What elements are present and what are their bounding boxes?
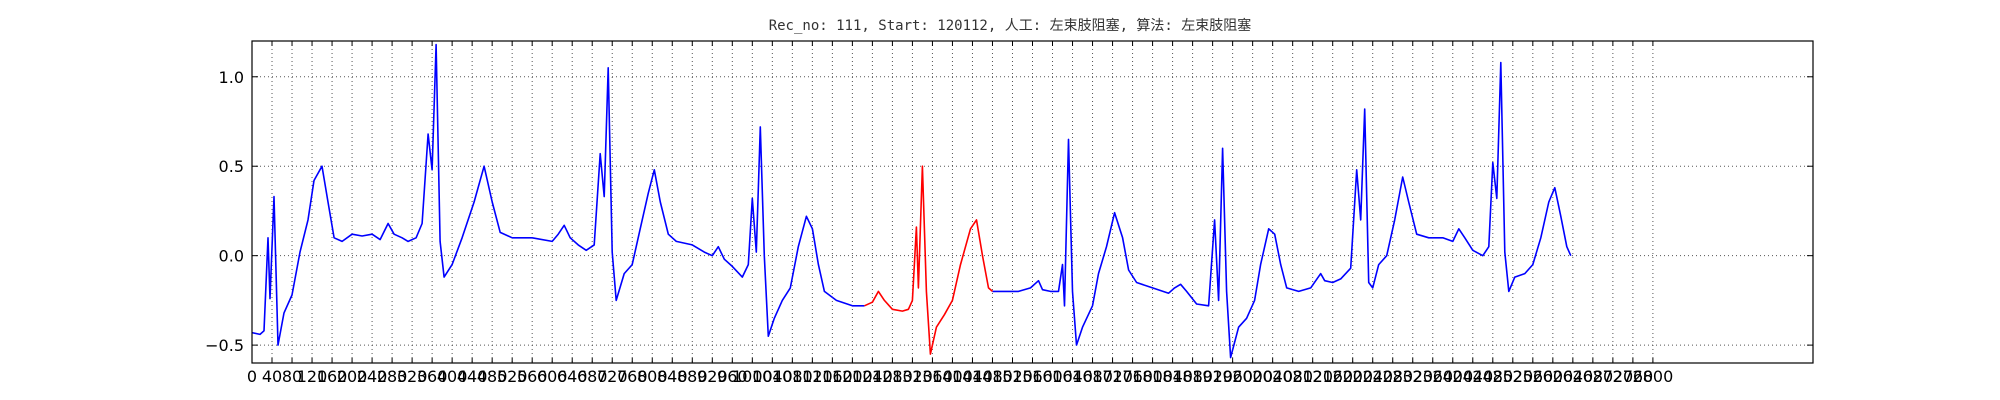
x-tick-label: 40 (262, 367, 282, 386)
x-tick-label: 1680 (1072, 367, 1113, 386)
x-tick-label: 520 (497, 367, 528, 386)
x-tick-label: 880 (677, 367, 708, 386)
y-tick-label: 0.5 (219, 157, 244, 176)
x-tick-label: 2800 (1633, 367, 1674, 386)
x-tick-label: 80 (282, 367, 302, 386)
x-tick-label: 2120 (1292, 367, 1333, 386)
x-tick-label: 160 (317, 367, 348, 386)
x-tick-label: 2280 (1372, 367, 1413, 386)
x-tick-label: 680 (577, 367, 608, 386)
x-tick-label: 1280 (872, 367, 913, 386)
x-tick-label: 1000 (732, 367, 773, 386)
x-tick-label: 1600 (1032, 367, 1073, 386)
chart-title: Rec_no: 111, Start: 120112, 人工: 左束肢阻塞, 算… (769, 17, 1252, 34)
x-tick-label: 600 (537, 367, 568, 386)
x-tick-label: 560 (517, 367, 548, 386)
x-tick-label: 2600 (1532, 367, 1573, 386)
x-tick-label: 2400 (1432, 367, 1473, 386)
y-tick-label: −0.5 (205, 336, 244, 355)
x-tick-label: 1920 (1192, 367, 1233, 386)
x-tick-label: 1800 (1132, 367, 1173, 386)
x-tick-label: 2360 (1412, 367, 1453, 386)
x-tick-label: 1880 (1172, 367, 1213, 386)
x-tick-label: 480 (477, 367, 508, 386)
x-tick-label: 200 (337, 367, 368, 386)
x-tick-label: 400 (437, 367, 468, 386)
ecg-trace-red-0 (864, 165, 994, 355)
x-tick-label: 120 (297, 367, 328, 386)
x-tick-label: 1040 (752, 367, 793, 386)
x-tick-label: 1840 (1152, 367, 1193, 386)
x-tick-label: 360 (417, 367, 448, 386)
x-tick-label: 0 (247, 367, 257, 386)
x-tick-label: 760 (617, 367, 648, 386)
x-tick-label: 2200 (1332, 367, 1373, 386)
x-tick-label: 1720 (1092, 367, 1133, 386)
x-tick-label: 320 (397, 367, 428, 386)
x-tick-label: 1440 (952, 367, 993, 386)
x-tick-label: 720 (597, 367, 628, 386)
x-tick-label: 2000 (1232, 367, 1273, 386)
grid-layer (251, 41, 1813, 363)
ecg-trace-blue-0 (251, 43, 865, 346)
x-tick-label: 1160 (812, 367, 853, 386)
x-tick-label: 1320 (892, 367, 933, 386)
x-tick-label: 2560 (1512, 367, 1553, 386)
x-tick-label: 1400 (932, 367, 973, 386)
x-tick-label: 2760 (1613, 367, 1654, 386)
x-tick-label: 2040 (1252, 367, 1293, 386)
y-tick-label: 1.0 (219, 68, 244, 87)
x-tick-label: 1560 (1012, 367, 1053, 386)
x-tick-label: 2520 (1492, 367, 1533, 386)
x-tick-label: 1520 (992, 367, 1033, 386)
x-tick-label: 240 (357, 367, 388, 386)
x-tick-label: 1080 (772, 367, 813, 386)
x-tick-label: 2640 (1552, 367, 1593, 386)
x-tick-label: 280 (377, 367, 408, 386)
x-tick-label: 1760 (1112, 367, 1153, 386)
x-tick-label: 2720 (1593, 367, 1634, 386)
x-tick-label: 840 (657, 367, 688, 386)
x-tick-label: 440 (457, 367, 488, 386)
x-tick-label: 800 (637, 367, 668, 386)
x-tick-label: 920 (697, 367, 728, 386)
x-tick-label: 1960 (1212, 367, 1253, 386)
x-tick-label: 1240 (852, 367, 893, 386)
x-tick-label: 1480 (972, 367, 1013, 386)
x-tick-label: 2440 (1452, 367, 1493, 386)
x-tick-label: 2320 (1392, 367, 1433, 386)
x-tick-label: 1360 (912, 367, 953, 386)
series-layer (251, 43, 1572, 359)
x-tick-label: 640 (557, 367, 588, 386)
x-tick-label: 1120 (792, 367, 833, 386)
x-tick-label: 2160 (1312, 367, 1353, 386)
x-tick-label: 2680 (1572, 367, 1613, 386)
x-tick-label: 1640 (1052, 367, 1093, 386)
tick-layer: 0 40 8012016020024028032036040044048052056… (205, 41, 1813, 386)
x-tick-label: 2080 (1272, 367, 1313, 386)
y-tick-label: 0.0 (219, 247, 244, 266)
x-tick-label: 960 (717, 367, 748, 386)
x-tick-label: 1200 (832, 367, 873, 386)
ecg-trace-blue-1 (992, 61, 1572, 359)
x-tick-label: 2240 (1352, 367, 1393, 386)
x-tick-label: 2480 (1472, 367, 1513, 386)
